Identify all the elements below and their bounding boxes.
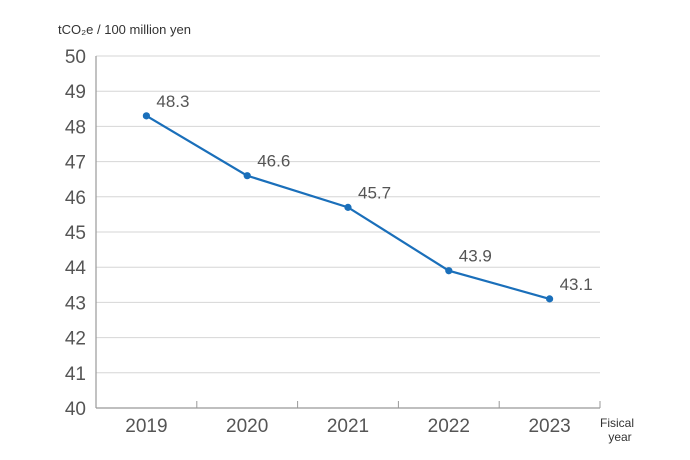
y-tick-label: 42 (65, 329, 86, 350)
y-tick-label: 44 (65, 258, 87, 279)
x-tick-label: 2022 (428, 416, 470, 437)
y-tick-label: 50 (65, 47, 86, 68)
data-point (243, 172, 251, 180)
data-point (546, 295, 554, 303)
x-axis-label-line2: year (608, 430, 631, 444)
x-axis (95, 56, 601, 409)
x-tick-label: 2023 (528, 416, 570, 437)
y-tick-label: 47 (65, 153, 86, 174)
y-axis-label: tCO₂e / 100 million yen (58, 22, 191, 37)
data-labels: 48.3 46.6 45.7 43.9 43.1 (156, 92, 592, 294)
y-tick-label: 49 (65, 82, 86, 103)
data-label: 48.3 (156, 92, 189, 111)
data-point (344, 203, 352, 211)
grid-lines (96, 55, 600, 374)
y-tick-label: 40 (65, 399, 86, 420)
data-points (142, 112, 554, 303)
y-tick-label: 48 (65, 117, 86, 138)
y-tick-label: 41 (65, 364, 86, 385)
data-label: 46.6 (257, 152, 290, 171)
data-point (445, 267, 453, 275)
x-tick-label: 2021 (327, 416, 369, 437)
data-label: 43.1 (560, 275, 593, 294)
y-tick-label: 43 (65, 293, 86, 314)
x-tick-labels: 2019 2020 2021 2022 2023 (125, 416, 570, 437)
y-tick-label: 45 (65, 223, 86, 244)
x-tick-label: 2020 (226, 416, 268, 437)
data-label: 43.9 (459, 247, 492, 266)
data-point (142, 112, 150, 120)
y-tick-label: 46 (65, 188, 86, 209)
x-tick-label: 2019 (125, 416, 167, 437)
data-label: 45.7 (358, 183, 391, 202)
y-tick-labels: 40 41 42 43 44 45 46 47 48 49 50 (65, 47, 87, 420)
x-axis-label-line1: Fisical (600, 416, 634, 430)
